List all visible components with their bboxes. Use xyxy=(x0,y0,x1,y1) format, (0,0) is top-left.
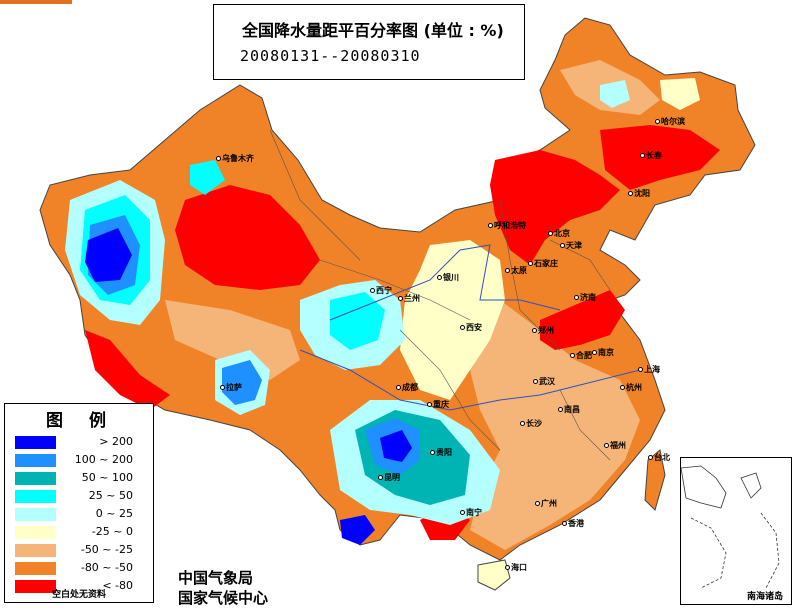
city-hohhot: 呼和浩特 xyxy=(488,220,526,231)
city-fuzhou: 福州 xyxy=(604,440,626,451)
city-nanjing: 南京 xyxy=(592,347,614,358)
south-china-sea-inset: 南海诸岛 xyxy=(680,457,792,605)
legend-swatch xyxy=(15,490,56,503)
legend-row: 50 ~ 100 xyxy=(11,471,151,487)
agency-cma: 中国气象局 xyxy=(178,569,254,587)
city-chengdu: 成都 xyxy=(396,382,418,393)
zone-wet-lhasa-2 xyxy=(222,360,262,405)
city-changsha: 长沙 xyxy=(520,418,542,429)
city-wuhan: 武汉 xyxy=(533,376,555,387)
map-title-box: 全国降水量距平百分率图 (单位 : %) 20080131--20080310 xyxy=(213,4,525,80)
legend-swatch xyxy=(15,562,56,575)
inset-label: 南海诸岛 xyxy=(746,592,783,602)
city-nanning: 南宁 xyxy=(460,507,482,518)
zone-lt80-north xyxy=(490,150,620,265)
legend-label: 0 ~ 25 xyxy=(95,507,133,520)
legend-row: < -80 xyxy=(11,579,151,595)
zone-wet-urumqi xyxy=(190,160,225,195)
legend-label: 25 ~ 50 xyxy=(88,489,133,502)
city-lhasa: 拉萨 xyxy=(220,382,242,393)
corner-strip xyxy=(0,0,72,4)
city-taibei: 台北 xyxy=(648,452,670,463)
legend-label: 50 ~ 100 xyxy=(81,471,133,484)
yangtze-river xyxy=(299,349,641,411)
city-harbin: 哈尔滨 xyxy=(655,116,685,127)
map-title: 全国降水量距平百分率图 (单位 : %) xyxy=(242,21,504,40)
zone-wet-qinghai-2 xyxy=(330,292,385,350)
city-haikou: 海口 xyxy=(505,562,527,573)
date-range: 20080131--20080310 xyxy=(240,47,421,65)
city-guangzhou: 广州 xyxy=(535,498,557,509)
zone-wet-heilongjiang xyxy=(600,80,630,108)
legend-heading: 图例 xyxy=(46,411,132,431)
legend-swatch xyxy=(15,436,56,449)
city-tianjin: 天津 xyxy=(560,240,582,251)
legend-label: > 200 xyxy=(99,435,133,448)
city-chongqing: 重庆 xyxy=(427,399,449,410)
city-hangzhou: 杭州 xyxy=(620,382,642,393)
legend: 图例 > 200 100 ~ 200 50 ~ 100 25 ~ 50 0 ~ … xyxy=(4,403,154,603)
city-zhengzhou: 郑州 xyxy=(532,325,554,336)
inset-map xyxy=(680,465,780,589)
agency-ncc: 国家气候中心 xyxy=(178,589,269,607)
city-beijing: 北京 xyxy=(548,228,570,239)
city-hefei: 合肥 xyxy=(570,350,592,361)
city-shenyang: 沈阳 xyxy=(628,188,650,199)
legend-label: -80 ~ -50 xyxy=(80,561,133,574)
city-shijiazhuang: 石家庄 xyxy=(528,258,558,269)
legend-row: 100 ~ 200 xyxy=(11,453,151,469)
hainan-island xyxy=(477,559,511,591)
legend-swatch xyxy=(15,454,56,467)
legend-row: -80 ~ -50 xyxy=(11,561,151,577)
city-guiyang: 贵阳 xyxy=(430,447,452,458)
legend-row: 0 ~ 25 xyxy=(11,507,151,523)
legend-row: -25 ~ 0 xyxy=(11,525,151,541)
legend-label: 100 ~ 200 xyxy=(74,453,133,466)
zone-lt80-shandong xyxy=(540,290,625,350)
city-xian: 西安 xyxy=(460,322,482,333)
legend-label: -50 ~ -25 xyxy=(80,543,133,556)
city-taiyuan: 太原 xyxy=(505,265,527,276)
zone-lt80-tibet xyxy=(85,330,170,410)
legend-label: -25 ~ 0 xyxy=(91,525,133,538)
city-urumqi: 乌鲁木齐 xyxy=(216,153,254,164)
city-nanchang: 南昌 xyxy=(558,404,580,415)
legend-label: < -80 xyxy=(102,579,133,592)
yellow-river xyxy=(329,244,561,321)
legend-swatch xyxy=(15,526,56,539)
zone-wet-yunnan-tip xyxy=(340,515,375,545)
legend-row: 25 ~ 50 xyxy=(11,489,151,505)
city-hongkong: 香港 xyxy=(562,518,584,529)
city-shanghai: 上海 xyxy=(638,364,660,375)
legend-swatch xyxy=(15,508,56,521)
city-yinchuan: 银川 xyxy=(437,272,459,283)
city-changchun: 长春 xyxy=(640,150,662,161)
legend-swatch xyxy=(15,544,56,557)
legend-row: > 200 xyxy=(11,435,151,451)
city-xining: 西宁 xyxy=(370,285,392,296)
legend-swatch xyxy=(15,580,56,593)
zone-wet-southwest-4 xyxy=(380,430,412,462)
legend-swatch xyxy=(15,472,56,485)
city-jinan: 济南 xyxy=(574,292,596,303)
zone-minus25-0-ne xyxy=(660,78,700,110)
zone-minus25-0-central xyxy=(400,240,505,400)
legend-row: -50 ~ -25 xyxy=(11,543,151,559)
zone-wet-kashgar-4 xyxy=(85,228,132,282)
zone-minus25-50-south xyxy=(455,300,640,550)
zone-lt80-xinjiang xyxy=(175,185,320,290)
zone-minus25-50-west xyxy=(165,300,300,380)
city-lanzhou: 兰州 xyxy=(398,293,420,304)
legend-note: 空白处无资料 xyxy=(51,590,106,600)
city-kunming: 昆明 xyxy=(378,472,400,483)
